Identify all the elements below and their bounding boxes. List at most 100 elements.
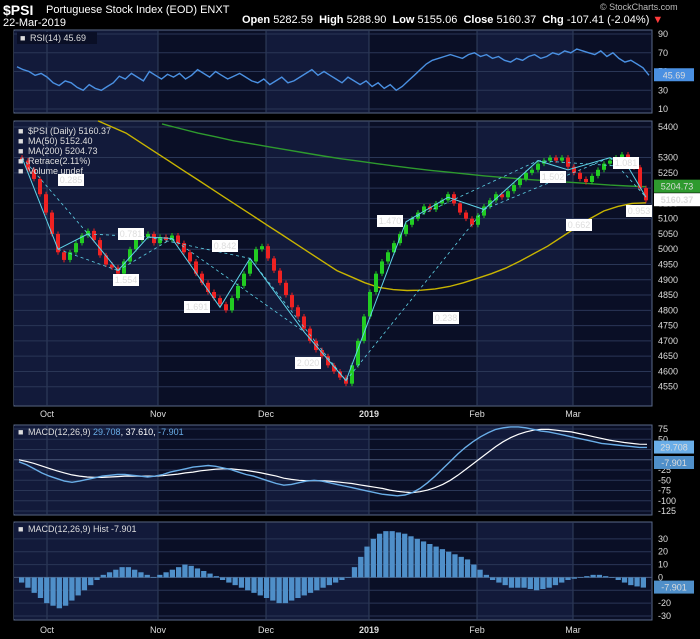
month-axis-label-bottom: Nov xyxy=(150,625,167,635)
macd-title-signal-val: , 37.610, xyxy=(121,427,159,437)
retrace-ratio-label: 1.691 xyxy=(186,302,209,312)
hist-value-box xyxy=(654,580,694,594)
price-legend-entry: $PSI (Daily) 5160.37 xyxy=(28,126,111,136)
hist-bar xyxy=(238,577,245,588)
candle-body xyxy=(50,212,54,234)
candle-body xyxy=(560,157,564,161)
retrace-label-box xyxy=(377,215,403,227)
candle-body xyxy=(374,273,378,292)
macd-title: MACD(12,26,9) 29.708, 37.610, -7.901 xyxy=(28,427,184,437)
price-tick-label: 4650 xyxy=(658,351,678,361)
hist-bar xyxy=(320,577,326,588)
price-legend-swatch: ■ xyxy=(18,166,23,176)
retrace-label-box xyxy=(212,240,238,252)
retrace-label-box xyxy=(566,219,592,231)
candle-body xyxy=(110,264,114,268)
macd-value-label: 29.708 xyxy=(660,443,688,453)
quote-line: Open 5282.59 High 5288.90 Low 5155.06 Cl… xyxy=(242,14,664,26)
hist-bar xyxy=(502,577,508,586)
hist-bar xyxy=(94,577,100,580)
macd-tick-label: -25 xyxy=(658,465,671,475)
candle-body xyxy=(548,157,552,161)
hist-bar xyxy=(395,532,402,578)
chart-header: $PSI Portuguese Stock Index (EOD) ENXT 2… xyxy=(0,0,700,30)
price-tick-label: 4700 xyxy=(658,336,678,346)
retrace-dashed-link xyxy=(405,160,539,223)
price-legend-entry: Retrace(2.11%) xyxy=(28,156,90,166)
candle-body xyxy=(620,154,624,158)
candle-body xyxy=(512,185,516,192)
rsi-tick-label: 30 xyxy=(658,85,668,95)
candle-body xyxy=(476,215,480,225)
panel-3-month-band xyxy=(477,523,573,619)
hist-bar xyxy=(257,577,263,596)
candle-body xyxy=(236,285,240,299)
hist-bar xyxy=(596,574,603,578)
panel-1-month-band xyxy=(14,122,158,405)
hist-bar xyxy=(609,577,615,578)
hist-bar xyxy=(402,533,408,578)
candle-body xyxy=(392,243,396,253)
month-axis-label-bottom: 2019 xyxy=(359,625,379,635)
macd-tick-label: 75 xyxy=(658,424,668,434)
candle-body xyxy=(20,157,24,161)
retrace-label-box xyxy=(184,301,210,313)
hist-bar xyxy=(276,577,282,604)
hist-bar xyxy=(345,577,351,578)
macd-value-box xyxy=(654,440,694,454)
candle-body xyxy=(644,188,648,201)
hist-bar xyxy=(176,567,182,578)
hist-bar xyxy=(219,577,226,580)
hist-bar xyxy=(603,576,609,578)
retrace-dashed-link xyxy=(483,157,611,210)
hist-bar xyxy=(188,565,194,578)
candle-body xyxy=(170,235,174,241)
candle-body xyxy=(254,249,258,262)
hist-tick-label: -20 xyxy=(658,598,671,608)
month-axis-label: Dec xyxy=(258,409,275,419)
candle-body xyxy=(158,237,162,244)
price-tick-label: 4550 xyxy=(658,382,678,392)
hist-bar xyxy=(552,577,559,586)
index-name: Portuguese Stock Index (EOD) ENXT xyxy=(46,4,230,16)
candle-body xyxy=(194,261,198,274)
candle-body xyxy=(80,235,84,244)
candle-body xyxy=(134,240,138,250)
hist-bar xyxy=(31,577,37,593)
rsi-last-value-box xyxy=(654,68,694,82)
close-value-label: 5160.37 xyxy=(661,195,694,205)
price-tick-label: 4750 xyxy=(658,321,678,331)
hist-bar xyxy=(62,577,69,606)
hist-bar xyxy=(577,577,584,578)
hist-bar xyxy=(19,577,25,583)
hist-bar xyxy=(546,577,552,588)
macd-hist-value-box xyxy=(654,455,694,469)
hist-bar xyxy=(446,551,452,578)
retrace-ratio-label: 0.953 xyxy=(628,206,651,216)
candle-body xyxy=(500,194,504,198)
hist-bar xyxy=(458,556,464,578)
hist-bar xyxy=(389,531,395,578)
candle-body xyxy=(182,243,186,253)
price-tick-label: 4900 xyxy=(658,275,678,285)
candle-body xyxy=(464,212,468,219)
hist-bar xyxy=(201,571,207,578)
price-tick-label: 5400 xyxy=(658,122,678,132)
rsi-last-value: 45.69 xyxy=(663,70,686,80)
candle-body xyxy=(188,252,192,262)
hist-bar xyxy=(44,577,50,604)
candle-body xyxy=(638,167,642,189)
hist-bar xyxy=(408,536,414,578)
hist-bar xyxy=(515,577,521,588)
candle-body xyxy=(602,163,606,170)
candle-body xyxy=(212,292,216,299)
hist-bar xyxy=(640,577,646,588)
month-axis-label-bottom: Mar xyxy=(565,625,581,635)
hist-bar xyxy=(113,569,119,578)
candle-body xyxy=(566,157,570,167)
price-tick-label: 4950 xyxy=(658,260,678,270)
hist-bar xyxy=(263,577,270,598)
price-legend-entry: MA(50) 5152.40 xyxy=(28,136,93,146)
hist-bar xyxy=(634,577,640,587)
macd-legend-swatch: ■ xyxy=(18,427,23,437)
